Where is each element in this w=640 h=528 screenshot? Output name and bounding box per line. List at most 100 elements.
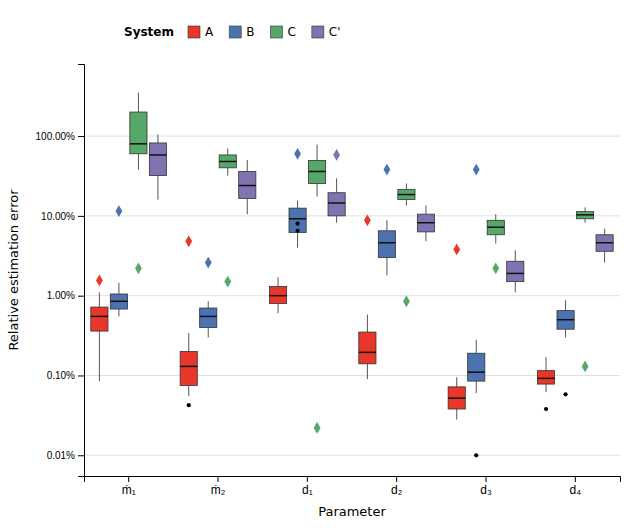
x-tick: d₃ [480,476,492,497]
whisker-high [188,333,189,351]
y-tick: 0.10% [47,370,84,381]
x-axis: ṁ₁ ṁ₂ d₁ d₂ d₃ d₄ [85,476,621,497]
box [448,244,465,420]
legend-title: System [124,25,174,39]
box-body [448,387,465,409]
legend-swatch [312,26,324,38]
median [328,202,345,204]
box-body [110,294,127,309]
grid-line [84,136,620,137]
whisker-high [425,205,426,214]
axis-line [78,65,85,477]
box-body [596,235,613,252]
outlier [116,205,123,217]
whisker-high [138,93,139,112]
box [596,229,613,263]
box [219,148,236,287]
y-tick: 100.00% [36,131,84,142]
tick-label: 100.00% [36,131,76,142]
box [91,275,108,382]
whisker-high [99,292,100,307]
whisker-low [336,216,337,223]
outlier [314,422,321,434]
whisker-high [208,301,209,308]
tick-mark [218,476,219,482]
median [507,273,524,275]
box-body [537,371,554,384]
box-body [269,287,286,304]
median [468,371,485,373]
box [149,134,166,199]
legend-label: A [205,25,214,39]
chart: 0.01% 0.10% 1.00% 10.00% 100.00% ṁ₁ ṁ₂ d₁ d₂ d₃ d₄… [0,0,640,528]
legend-label: C [287,25,295,39]
median [448,397,465,399]
whisker-low [208,327,209,337]
outlier [364,214,371,226]
tick-label: 1.00% [47,290,75,301]
y-axis-title: Relative estimation error [6,189,21,351]
tick-mark [78,296,84,297]
tick-label: d₃ [480,483,492,497]
y-tick: 0.01% [47,450,84,461]
box [557,300,574,396]
tick-label: ṁ₁ [122,483,136,497]
tick-label: 0.10% [47,370,75,381]
whisker-low [157,176,158,200]
tick-label: d₂ [391,483,403,497]
x-tick: d₁ [302,476,313,497]
box [537,357,554,411]
tick-label: d₁ [302,483,313,497]
median [149,154,166,156]
box [309,145,326,434]
median [359,352,376,354]
whisker-high [367,315,368,333]
tick-mark [78,455,84,456]
legend-swatch [270,26,282,38]
whisker-low [386,258,387,276]
box-body [378,231,395,258]
tick-mark [78,136,84,137]
whisker-low [367,364,368,379]
legend-swatch [188,26,200,38]
legend-swatch [229,26,241,38]
legend-label: B [246,25,254,39]
box [468,164,485,458]
whisker-high [157,134,158,143]
grid-line [84,215,620,216]
whisker-high [317,145,318,161]
tick-label: ṁ₂ [211,483,226,497]
box [328,149,345,223]
whisker-high [336,178,337,192]
x-tick: ṁ₂ [211,476,226,497]
legend-item: B [229,25,254,39]
median [577,214,594,216]
y-tick: 10.00% [41,211,84,222]
whisker-high [227,148,228,155]
tick-mark [575,476,576,482]
box [507,250,524,292]
median [417,222,434,224]
outlier [185,235,192,247]
legend: System A B C C' [124,25,341,39]
box [289,148,306,248]
whisker-high [546,357,547,371]
whisker-high [386,220,387,230]
outlier [473,164,480,176]
series [110,148,574,458]
tick-mark [307,476,308,482]
box-body [149,143,166,176]
median [378,242,395,244]
legend-item: C' [312,25,341,39]
tick-label: d₄ [570,483,582,497]
whisker-low [406,200,407,206]
whisker-high [604,229,605,235]
whisker-high [456,377,457,387]
box [110,205,127,316]
median [557,319,574,321]
box-body [130,112,147,154]
box-body [557,311,574,330]
whisker-high [118,283,119,294]
whisker-high [476,340,477,353]
outlier [224,276,231,288]
